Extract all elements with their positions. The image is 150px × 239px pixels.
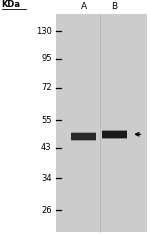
Bar: [102, 131, 127, 138]
Text: 43: 43: [41, 143, 52, 152]
Bar: [71, 132, 96, 141]
Text: 34: 34: [41, 174, 52, 183]
Bar: [56, 14, 147, 232]
Bar: [102, 130, 127, 139]
Text: 26: 26: [41, 206, 52, 215]
Text: A: A: [81, 2, 87, 11]
Text: B: B: [111, 2, 117, 11]
Text: 95: 95: [41, 54, 52, 63]
Text: 55: 55: [41, 116, 52, 125]
Text: KDa: KDa: [2, 0, 21, 9]
Bar: [71, 133, 96, 140]
Text: 72: 72: [41, 83, 52, 92]
Text: 130: 130: [36, 27, 52, 36]
